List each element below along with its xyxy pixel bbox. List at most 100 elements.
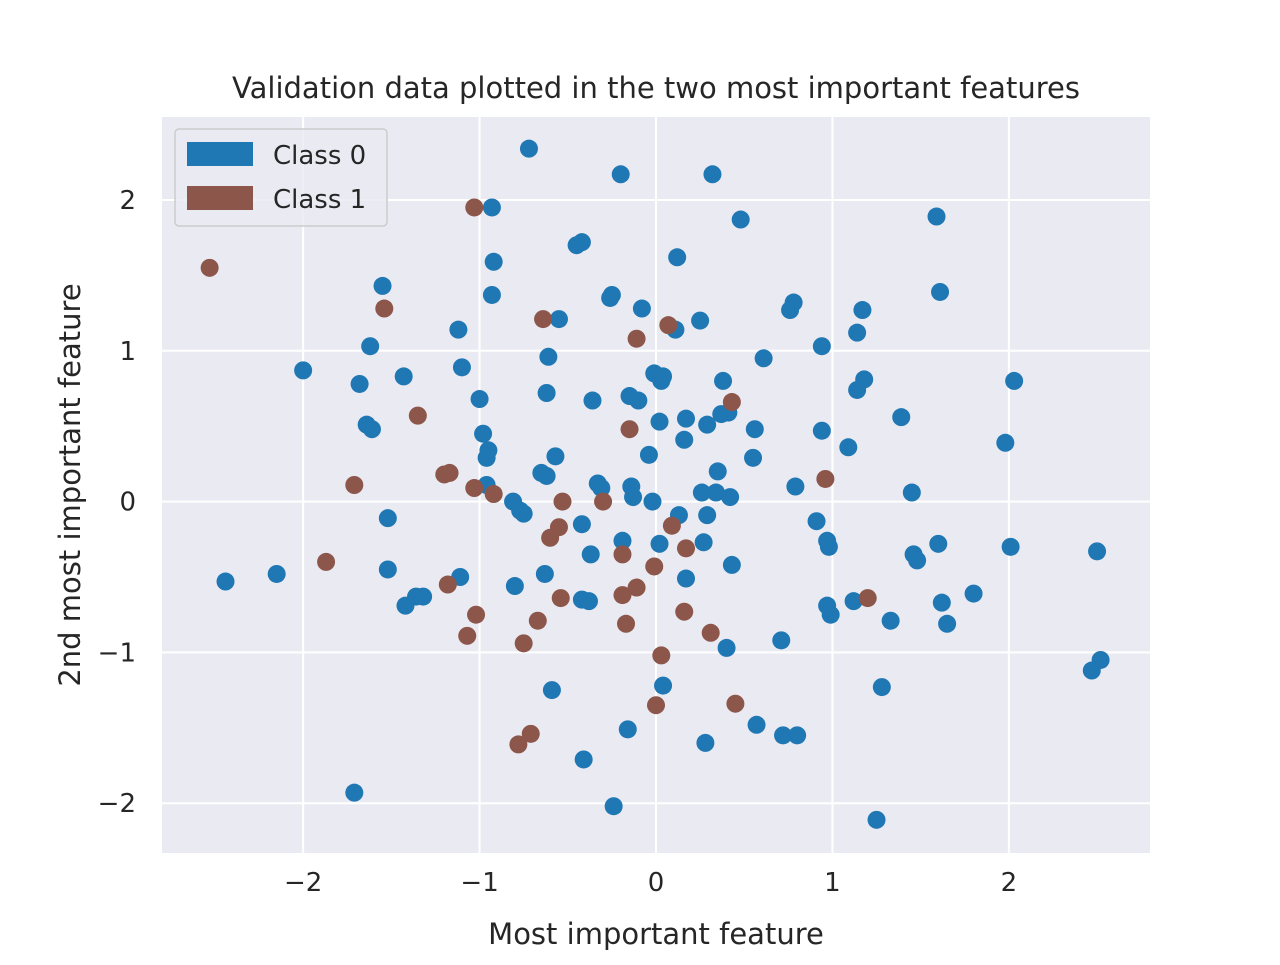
point-class-0 — [604, 797, 623, 816]
point-class-0 — [721, 488, 740, 507]
point-class-0 — [696, 733, 715, 752]
point-class-0 — [731, 210, 750, 229]
point-class-0 — [477, 448, 496, 467]
y-tick-label: −1 — [98, 638, 136, 668]
point-class-0 — [747, 715, 766, 734]
point-class-1 — [534, 310, 553, 329]
point-class-0 — [362, 420, 381, 439]
point-class-0 — [542, 681, 561, 700]
point-class-0 — [345, 783, 364, 802]
point-class-0 — [931, 282, 950, 301]
point-class-0 — [601, 288, 620, 307]
point-class-1 — [617, 614, 636, 633]
point-class-0 — [676, 569, 695, 588]
point-class-0 — [373, 276, 392, 295]
point-class-0 — [579, 592, 598, 611]
point-class-1 — [613, 545, 632, 564]
point-class-0 — [452, 358, 471, 377]
point-class-0 — [848, 380, 867, 399]
tick-labels: −2 −1 0 1 2 −2 −1 0 1 2 — [98, 186, 1017, 898]
data-points — [200, 139, 1110, 829]
point-class-0 — [932, 593, 951, 612]
point-class-1 — [645, 557, 664, 576]
point-class-1 — [594, 492, 613, 511]
point-class-1 — [528, 611, 547, 630]
point-class-1 — [627, 578, 646, 597]
point-class-0 — [1082, 661, 1101, 680]
point-class-0 — [839, 438, 858, 457]
legend: Class 0 Class 1 — [174, 128, 388, 227]
point-class-0 — [632, 299, 651, 318]
y-axis-label: 2nd most important feature — [53, 283, 87, 686]
point-class-1 — [816, 469, 835, 488]
point-class-0 — [996, 433, 1015, 452]
point-class-1 — [375, 299, 394, 318]
point-class-0 — [848, 323, 867, 342]
point-class-0 — [706, 483, 725, 502]
point-class-0 — [613, 531, 632, 550]
point-class-0 — [703, 165, 722, 184]
point-class-0 — [694, 533, 713, 552]
point-class-1 — [345, 476, 364, 494]
point-class-1 — [465, 479, 484, 498]
point-class-0 — [267, 564, 286, 583]
point-class-0 — [449, 320, 468, 339]
point-class-1 — [701, 623, 720, 642]
point-class-0 — [872, 678, 891, 697]
y-tick-label: 1 — [119, 337, 136, 367]
point-class-1 — [553, 492, 572, 511]
legend-swatch-class-0 — [187, 142, 253, 166]
point-class-0 — [745, 420, 764, 439]
point-class-0 — [546, 447, 565, 466]
point-class-0 — [744, 448, 763, 467]
point-class-1 — [647, 696, 665, 715]
point-class-0 — [908, 551, 927, 570]
point-class-0 — [788, 726, 807, 745]
point-class-1 — [440, 463, 459, 482]
point-class-0 — [844, 592, 863, 611]
point-class-1 — [467, 605, 486, 624]
point-class-0 — [611, 165, 630, 184]
point-class-1 — [317, 552, 336, 571]
point-class-0 — [396, 596, 415, 615]
point-class-0 — [629, 391, 648, 410]
x-tick-label: 1 — [824, 868, 841, 898]
point-class-0 — [537, 466, 556, 485]
legend-label-class-0: Class 0 — [273, 141, 366, 171]
point-class-0 — [692, 483, 711, 502]
point-class-0 — [722, 555, 741, 574]
point-class-0 — [537, 384, 556, 402]
point-class-1 — [726, 694, 745, 713]
point-class-0 — [519, 139, 538, 158]
point-class-0 — [216, 572, 235, 591]
point-class-0 — [639, 445, 658, 464]
point-class-1 — [662, 516, 681, 535]
point-class-1 — [541, 528, 560, 547]
point-class-1 — [620, 420, 639, 439]
point-class-0 — [853, 301, 872, 320]
point-class-0 — [819, 537, 838, 556]
point-class-0 — [676, 409, 695, 428]
legend-label-class-1: Class 1 — [273, 185, 366, 215]
point-class-0 — [470, 390, 489, 409]
point-class-0 — [938, 614, 957, 633]
point-class-0 — [650, 534, 669, 553]
point-class-0 — [482, 285, 501, 304]
point-class-0 — [717, 638, 736, 657]
point-class-0 — [514, 504, 533, 523]
point-class-0 — [807, 512, 826, 531]
point-class-0 — [1005, 371, 1024, 390]
point-class-0 — [812, 421, 831, 440]
point-class-1 — [675, 602, 694, 621]
point-class-0 — [654, 676, 673, 695]
point-class-0 — [549, 310, 568, 329]
y-tick-label: 0 — [119, 488, 136, 518]
point-class-0 — [654, 367, 673, 386]
chart-title: Validation data plotted in the two most … — [232, 71, 1080, 105]
x-tick-label: 2 — [1001, 868, 1018, 898]
point-class-0 — [698, 506, 717, 525]
point-class-0 — [484, 252, 503, 271]
point-class-0 — [867, 810, 886, 829]
point-class-0 — [378, 560, 397, 579]
